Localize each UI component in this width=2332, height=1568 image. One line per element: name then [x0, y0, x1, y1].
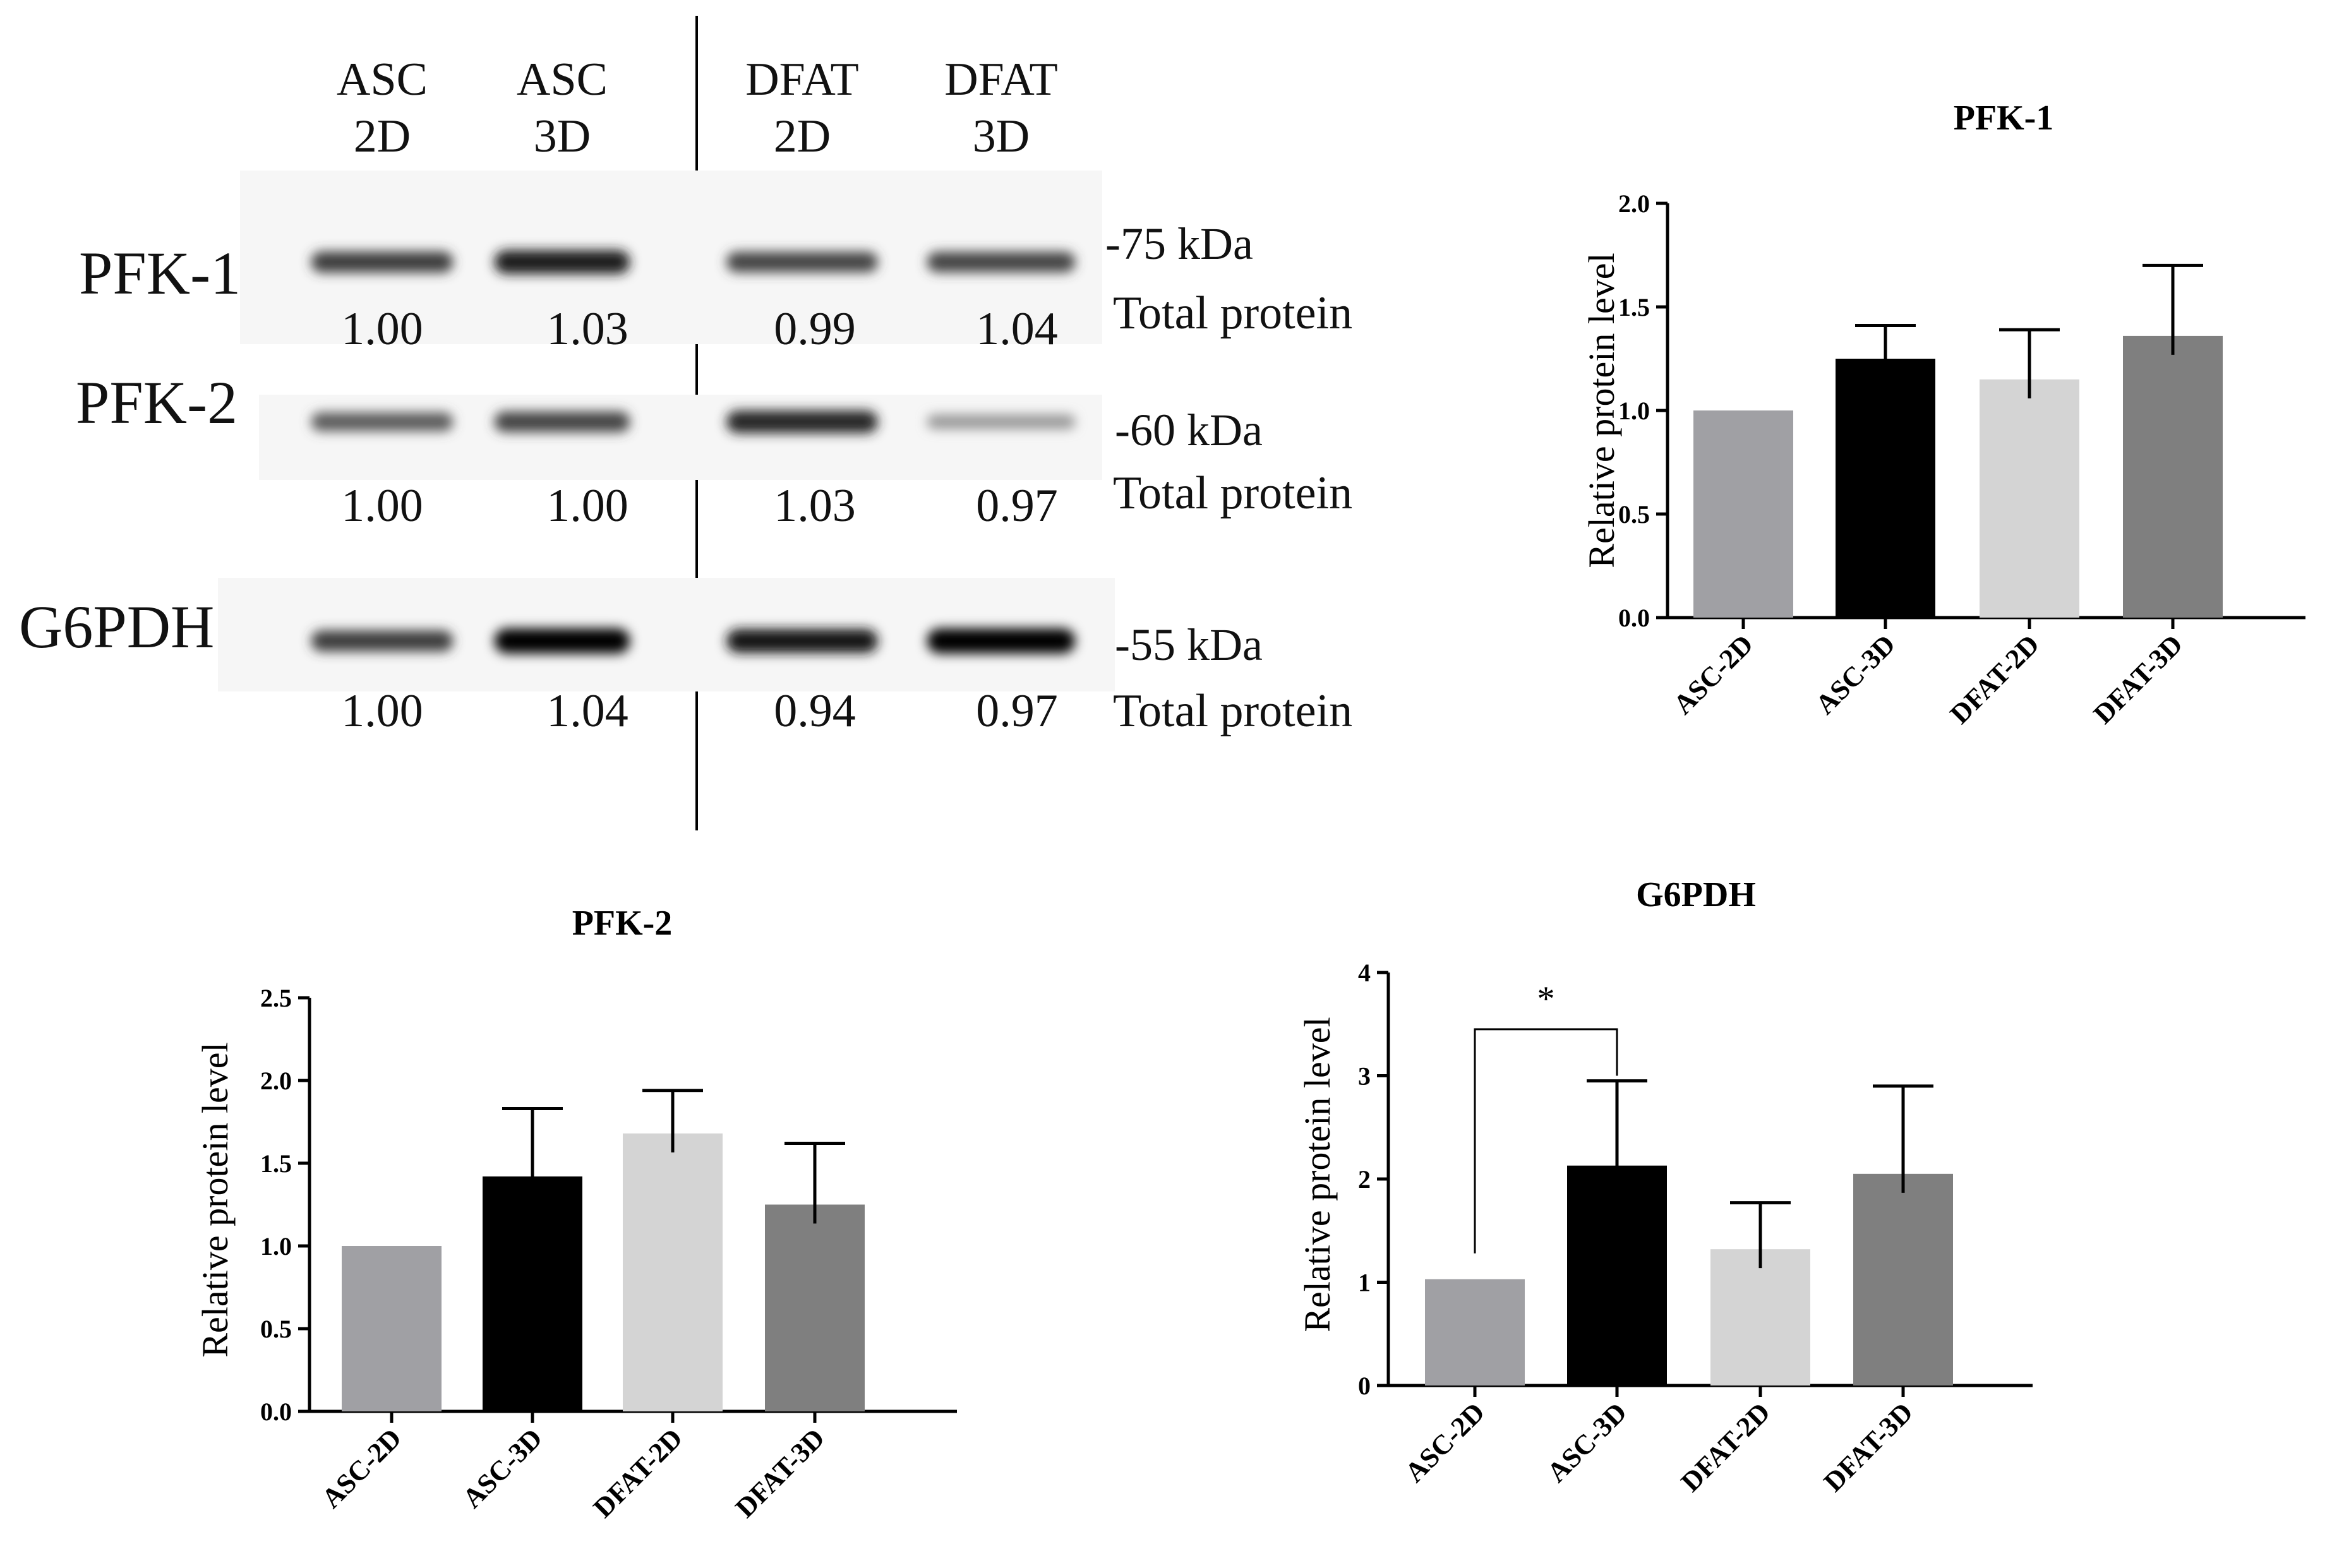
x-tick-label: ASC-2D — [1399, 1396, 1491, 1488]
quant-value: 1.00 — [341, 480, 423, 532]
y-tick-label: 1.0 — [1618, 397, 1650, 425]
row-label: G6PDH — [19, 593, 214, 661]
quant-value: 1.00 — [341, 303, 423, 355]
bar — [1853, 1173, 1953, 1385]
total-protein-label: Total protein — [1113, 287, 1352, 339]
y-tick-label: 2.0 — [1618, 189, 1650, 218]
quant-value: 0.94 — [774, 685, 856, 737]
bar — [1425, 1279, 1525, 1385]
bar — [765, 1204, 865, 1411]
protein-band — [927, 251, 1076, 273]
protein-band — [726, 629, 878, 653]
lane-label-top: ASC — [337, 54, 428, 105]
y-axis-label: Relative protein level — [1297, 1017, 1338, 1332]
bar — [1980, 379, 2079, 618]
chart-title: G6PDH — [1636, 875, 1756, 914]
y-tick-label: 0.5 — [1618, 500, 1650, 529]
x-tick-label: ASC-3D — [1541, 1396, 1633, 1488]
x-tick-label: DFAT-2D — [587, 1422, 688, 1523]
quant-value: 1.04 — [976, 303, 1058, 355]
protein-band — [311, 251, 454, 273]
western-blot-panel: ASC 2D ASC 3D DFAT 2D DFAT 3D PFK-1 -75 kDa 1.00 1.… — [19, 16, 1352, 830]
y-tick-label: 2 — [1358, 1165, 1371, 1194]
y-tick-label: 0 — [1358, 1372, 1371, 1400]
size-marker: -55 kDa — [1115, 619, 1263, 670]
x-tick-label: ASC-3D — [457, 1422, 548, 1514]
y-axis-label: Relative protein level — [195, 1042, 236, 1357]
row-label: PFK-2 — [76, 369, 237, 436]
total-protein-label: Total protein — [1113, 685, 1352, 737]
y-tick-label: 1.5 — [1618, 293, 1650, 321]
bar — [342, 1246, 442, 1411]
blot-membrane — [259, 395, 1102, 480]
significance-star: * — [1537, 979, 1555, 1019]
total-protein-label: Total protein — [1113, 467, 1352, 519]
bar — [483, 1176, 582, 1411]
lane-label-bottom: 2D — [354, 111, 411, 162]
quant-value: 0.97 — [976, 685, 1058, 737]
lane-label-bottom: 3D — [973, 111, 1030, 162]
size-marker: -60 kDa — [1115, 405, 1263, 455]
protein-band — [726, 251, 878, 273]
lane-label-bottom: 2D — [774, 111, 831, 162]
y-tick-label: 4 — [1358, 959, 1371, 987]
quant-value: 1.00 — [341, 685, 423, 737]
y-tick-label: 2.5 — [260, 984, 292, 1012]
bar — [1836, 359, 1935, 618]
x-tick-label: DFAT-3D — [730, 1422, 831, 1523]
bar-chart-g6pdh: G6PDH 0 1 2 3 4 Relative protein level ASC-2D AS… — [1297, 875, 2033, 1498]
y-tick-label: 2.0 — [260, 1067, 292, 1095]
quant-value: 0.97 — [976, 480, 1058, 532]
bar-chart-pfk-1: PFK-1 0.0 0.5 1.0 1.5 2.0 Relative protein lev… — [1581, 99, 2305, 730]
quant-value: 1.03 — [774, 480, 856, 532]
row-label: PFK-1 — [79, 239, 241, 307]
protein-band — [494, 411, 630, 433]
chart-title: PFK-2 — [572, 904, 673, 943]
quant-value: 1.04 — [546, 685, 628, 737]
x-tick-label: DFAT-3D — [2088, 628, 2189, 729]
quant-value: 1.03 — [546, 303, 628, 355]
chart-title: PFK-1 — [1954, 99, 2054, 138]
x-tick-label: DFAT-2D — [1944, 628, 2045, 729]
y-tick-label: 0.0 — [260, 1397, 292, 1426]
bar — [2123, 335, 2223, 618]
protein-band — [494, 628, 630, 654]
bar — [1567, 1165, 1667, 1385]
x-tick-label: DFAT-3D — [1818, 1396, 1919, 1497]
protein-band — [494, 250, 630, 274]
y-tick-label: 0.5 — [260, 1315, 292, 1343]
y-axis-label: Relative protein level — [1581, 253, 1622, 568]
x-tick-label: ASC-2D — [1668, 628, 1759, 720]
y-tick-label: 1.5 — [260, 1149, 292, 1178]
bar — [623, 1133, 723, 1411]
protein-band — [311, 630, 454, 652]
y-tick-label: 1.0 — [260, 1232, 292, 1260]
x-tick-label: DFAT-2D — [1675, 1396, 1776, 1497]
x-tick-label: ASC-3D — [1810, 628, 1901, 720]
quant-value: 1.00 — [546, 480, 628, 532]
lane-label-bottom: 3D — [534, 111, 591, 162]
quant-value: 0.99 — [774, 303, 856, 355]
x-tick-label: ASC-2D — [316, 1422, 407, 1514]
y-tick-label: 3 — [1358, 1062, 1371, 1091]
protein-band — [927, 628, 1076, 654]
lane-label-top: DFAT — [745, 54, 859, 105]
lane-label-top: ASC — [517, 54, 608, 105]
protein-band — [311, 412, 454, 432]
bar-chart-pfk-2: PFK-2 0.0 0.5 1.0 1.5 2.0 2.5 Relative protein … — [195, 904, 957, 1524]
lane-label-top: DFAT — [944, 54, 1058, 105]
significance-bracket — [1474, 1028, 1618, 1254]
y-tick-label: 1 — [1358, 1269, 1371, 1297]
bar — [1710, 1249, 1810, 1385]
bar — [1693, 410, 1793, 618]
protein-band — [726, 410, 878, 434]
y-tick-label: 0.0 — [1618, 604, 1650, 632]
protein-band — [927, 414, 1076, 429]
size-marker: -75 kDa — [1105, 218, 1253, 269]
